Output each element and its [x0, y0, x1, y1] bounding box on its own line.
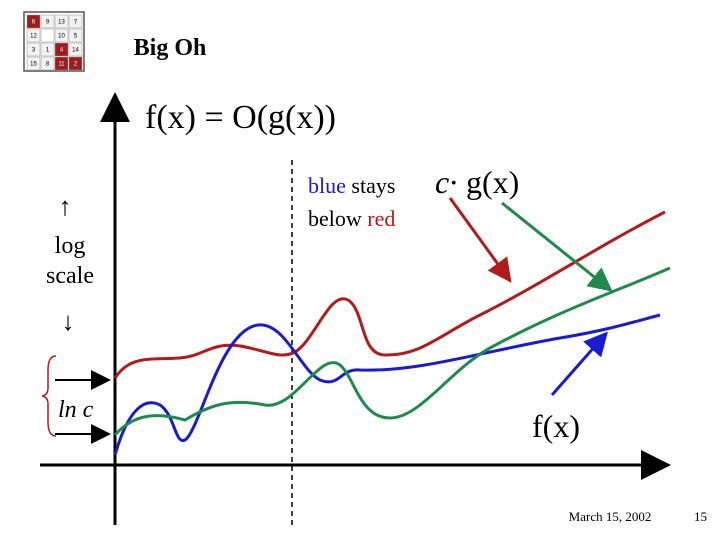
logo-number: 4	[60, 48, 64, 54]
logo-number: 12	[30, 34, 37, 40]
note-red: red	[367, 206, 395, 231]
logo-tile	[26, 14, 41, 29]
scale-label: scale	[46, 263, 94, 289]
logo-number: 14	[72, 48, 79, 54]
logo-tile	[40, 42, 55, 57]
logo-number: 9	[46, 20, 50, 26]
ln-c-label: ln c	[58, 397, 94, 423]
footer-page: 15	[694, 509, 707, 524]
heading: f(x) = O(g(x))	[145, 99, 336, 136]
blue-curve	[113, 313, 661, 456]
logo-tile	[40, 28, 55, 43]
logo-tile	[26, 56, 41, 71]
logo-number: 13	[58, 20, 65, 26]
note-line2: below red	[308, 206, 395, 231]
logo-number: 8	[46, 62, 50, 68]
logo-tile	[40, 14, 55, 29]
logo-tile	[26, 28, 41, 43]
logo-number: 10	[58, 34, 65, 40]
footer-date: March 15, 2002	[569, 509, 652, 524]
logo-number: 2	[74, 62, 78, 68]
logo-tile	[54, 14, 69, 29]
note-below: below	[308, 206, 362, 231]
logo-number: 7	[74, 20, 78, 26]
logo-number: 1	[46, 48, 50, 54]
green-curve	[113, 266, 671, 436]
logo-tile	[54, 42, 69, 57]
title: Big Oh	[134, 35, 207, 61]
logo-number: 5	[74, 34, 78, 40]
green-pointer	[501, 201, 613, 292]
red-curve	[113, 210, 666, 379]
logo-tile	[68, 28, 83, 43]
f-label: f(x)	[532, 408, 580, 444]
up-arrow: ↑	[59, 192, 72, 221]
log-label: log	[55, 233, 86, 259]
logo-number: 3	[32, 48, 36, 54]
logo-tile	[54, 28, 69, 43]
note-stays: stays	[351, 173, 395, 198]
logo-tile	[26, 42, 41, 57]
logo-number: 11	[58, 62, 65, 68]
down-arrow: ↓	[62, 307, 75, 336]
note-line1: blue stays	[308, 173, 395, 198]
logo-tile	[54, 56, 69, 71]
logo-tile	[68, 42, 83, 57]
g-label: g(x)	[466, 164, 519, 200]
brace	[41, 355, 57, 437]
c-label: c·	[435, 164, 457, 200]
blue-pointer	[550, 331, 608, 396]
logo-number: 15	[30, 62, 37, 68]
note-blue: blue	[308, 173, 346, 198]
logo-tile	[40, 56, 55, 71]
logo-tile	[68, 14, 83, 29]
logo-tile	[68, 56, 83, 71]
logo-number: 6	[32, 20, 36, 26]
red-pointer	[448, 197, 512, 283]
